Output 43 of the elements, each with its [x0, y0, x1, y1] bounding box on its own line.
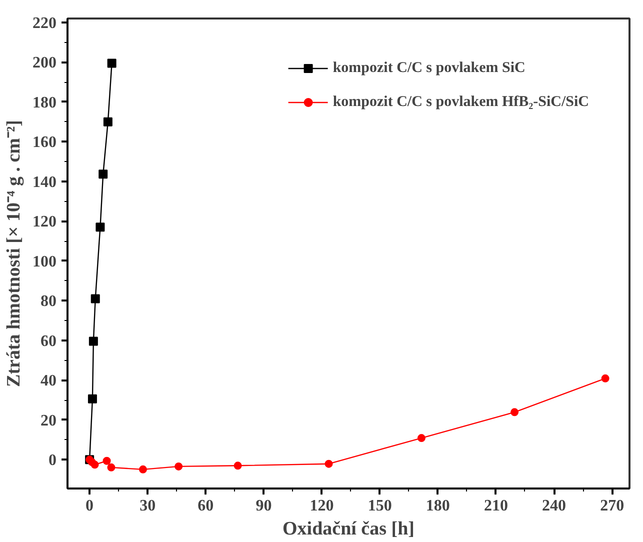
x-tick-label: 240 — [542, 498, 566, 514]
point — [417, 434, 426, 442]
y-tick-label: 160 — [32, 134, 56, 152]
legend-label: kompozit C/C s povlakem SiC — [332, 60, 526, 76]
y-tick-label: 180 — [32, 94, 56, 112]
point — [90, 294, 100, 304]
point — [324, 460, 333, 468]
x-tick-label: 210 — [484, 498, 508, 514]
point — [90, 460, 99, 469]
x-tick-label: 0 — [86, 498, 94, 514]
point — [510, 408, 519, 416]
x-tick-label: 150 — [368, 498, 392, 514]
y-tick-label: 80 — [40, 293, 56, 310]
point — [88, 394, 97, 404]
x-tick-label: 30 — [140, 498, 156, 514]
y-tick-label: 60 — [40, 332, 56, 350]
y-tick-label: 140 — [32, 174, 56, 191]
y-tick-label: 40 — [40, 372, 56, 390]
y-tick-label: 120 — [32, 214, 56, 231]
point — [98, 170, 108, 179]
point — [234, 462, 242, 470]
y-tick-label: 100 — [32, 253, 56, 270]
point — [174, 462, 183, 470]
y-tick-label: 220 — [32, 14, 56, 32]
y-axis-title: Ztráta hmotnosti [× 10⁻⁴ g . cm⁻²] — [4, 120, 24, 387]
x-tick-label: 90 — [256, 498, 272, 514]
y-tick-label: 0 — [48, 452, 56, 470]
point — [96, 222, 105, 232]
y-tick-label: 200 — [32, 54, 56, 72]
point — [102, 456, 111, 465]
x-tick-label: 120 — [310, 498, 334, 514]
y-tick-label: 20 — [40, 412, 56, 430]
legend-label: kompozit C/C s povlakem HfB₂-SiC/SiC — [332, 94, 589, 110]
point — [138, 465, 147, 474]
point — [107, 463, 116, 472]
point — [103, 117, 112, 126]
point — [88, 336, 98, 346]
x-axis-title: Oxidační čas [h] — [282, 518, 414, 540]
x-tick-label: 60 — [198, 498, 214, 514]
x-tick-label: 270 — [600, 498, 624, 514]
point — [107, 58, 116, 68]
x-tick-label: 180 — [426, 498, 450, 514]
point — [601, 374, 610, 382]
